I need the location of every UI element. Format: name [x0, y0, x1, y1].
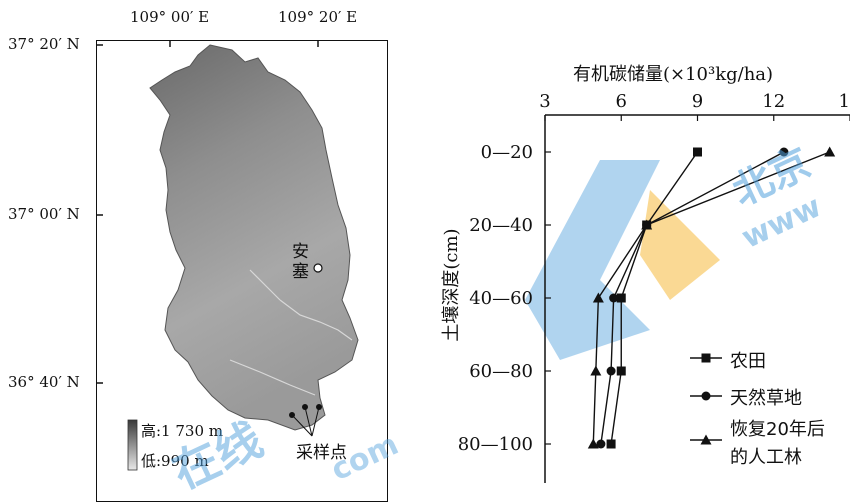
series-2-point-2: [592, 292, 604, 303]
legend-entry-3b: 的人工林: [730, 447, 802, 468]
series-1-point-3: [606, 366, 616, 376]
y-tick-label-3: 60—80: [469, 361, 533, 382]
y-tick-label-2: 40—60: [469, 288, 533, 309]
x-tick-label-0: 3: [539, 91, 550, 112]
lat-label-1: 37° 20′ N: [8, 35, 80, 53]
legend-marker-2: [700, 434, 712, 445]
legend-marker-0: [701, 353, 711, 363]
legend-high: 高:1 730 m: [141, 422, 223, 440]
lat-label-3: 36° 40′ N: [8, 373, 80, 391]
watermark-shape-blue: [525, 160, 660, 360]
legend-entry-2: 天然草地: [730, 388, 802, 409]
lon-label-2: 109° 20′ E: [278, 8, 358, 26]
series-2-point-1: [641, 219, 653, 230]
series-2-point-4: [587, 438, 599, 449]
series-2-point-0: [824, 146, 836, 157]
y-tick-label-1: 20—40: [469, 215, 533, 236]
x-tick-label-1: 6: [616, 91, 627, 112]
x-axis-title: 有机碳储量(×10³kg/ha): [573, 64, 774, 85]
legend-entry-3a: 恢复20年后: [730, 419, 825, 440]
sampling-label: 采样点: [296, 443, 347, 463]
series-0-point-2: [616, 293, 626, 303]
legend-marker-1: [701, 391, 711, 401]
county-region: [149, 44, 359, 431]
series-1-point-0: [779, 147, 789, 157]
series-2-point-3: [590, 365, 602, 376]
lon-label-1: 109° 00′ E: [130, 8, 210, 26]
lat-label-2: 37° 00′ N: [8, 205, 80, 223]
series-1-point-4: [596, 439, 606, 449]
terrain-map: [96, 40, 359, 471]
series-0-point-3: [616, 366, 626, 376]
x-tick-label-2: 9: [692, 91, 703, 112]
series-1-point-2: [609, 293, 619, 303]
elevation-legend-bar: [127, 419, 138, 471]
series-0-point-0: [693, 147, 702, 157]
x-tick-label-3: 12: [762, 91, 785, 112]
chart-svg: 3 6 9 12 15 0—20 20—40 40—60 60—80 80—100: [458, 91, 850, 483]
ansai-city-marker: [313, 263, 323, 273]
legend-entry-1: 农田: [730, 351, 766, 372]
y-tick-label-0: 0—20: [481, 142, 533, 163]
y-tick-label-4: 80—100: [458, 434, 533, 455]
x-tick-label-4: 15: [839, 91, 850, 112]
legend-low: 低:990 m: [141, 452, 209, 470]
city-label: 安 塞: [292, 242, 309, 282]
series-0-point-4: [606, 439, 616, 449]
